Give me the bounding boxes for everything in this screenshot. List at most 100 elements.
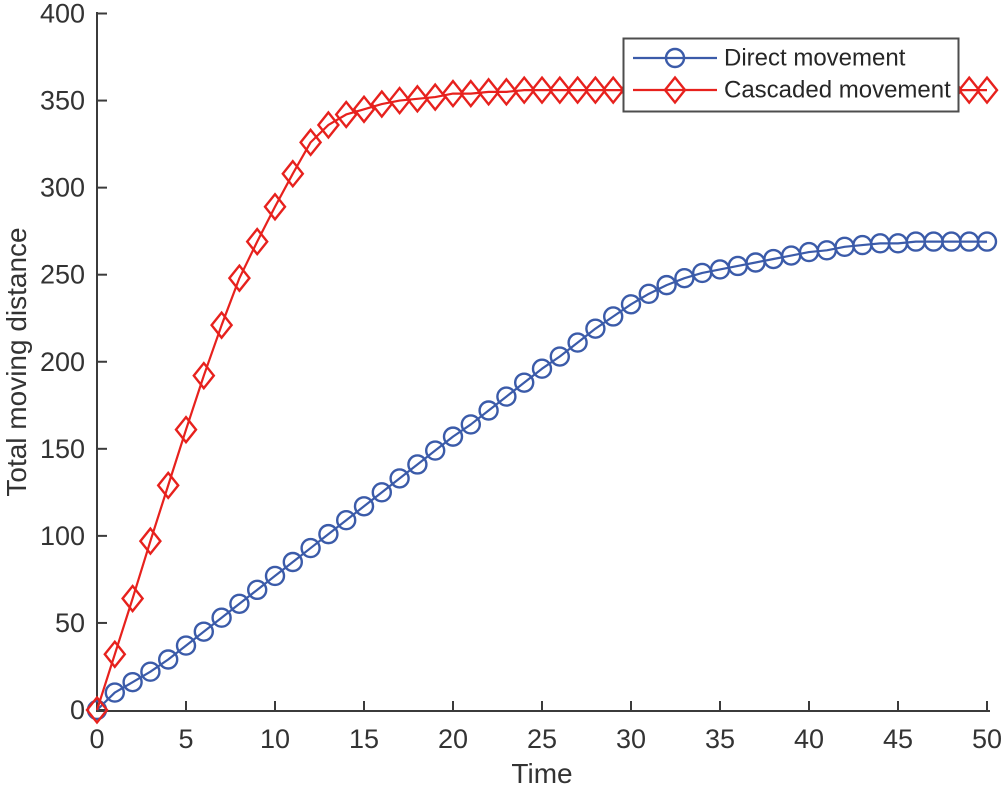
diamond-marker xyxy=(316,110,340,140)
x-tick-label: 35 xyxy=(705,724,735,754)
diamond-marker xyxy=(138,526,162,556)
diamond-marker xyxy=(583,75,607,105)
circle-marker xyxy=(514,372,535,393)
circle-marker xyxy=(620,294,642,315)
x-tick-label: 30 xyxy=(616,724,646,754)
diamond-marker xyxy=(263,192,287,222)
diamond-marker xyxy=(530,75,554,105)
circle-marker xyxy=(318,523,339,545)
circle-marker xyxy=(247,579,268,601)
circle-marker xyxy=(140,661,161,682)
x-tick-label: 50 xyxy=(972,724,1002,754)
circle-marker xyxy=(229,593,250,614)
circle-marker xyxy=(603,306,624,327)
x-tick-label: 10 xyxy=(260,724,290,754)
circle-marker xyxy=(353,496,375,517)
circle-marker xyxy=(193,621,215,642)
diamond-marker xyxy=(299,127,323,157)
diamond-marker xyxy=(156,470,180,500)
circle-marker xyxy=(585,318,606,339)
y-tick-label: 50 xyxy=(55,608,85,638)
diamond-marker xyxy=(352,94,376,124)
diamond-marker xyxy=(334,100,358,129)
diamond-marker xyxy=(957,75,981,105)
circle-marker xyxy=(656,274,677,296)
circle-marker xyxy=(425,440,446,461)
circle-marker xyxy=(157,649,179,670)
circle-marker xyxy=(638,283,659,305)
y-tick-label: 400 xyxy=(40,0,85,29)
diamond-marker xyxy=(459,79,483,109)
diamond-marker xyxy=(566,75,590,105)
axes: 0 5 10 15 20 25 30 35 40 45 50 0 50 100 150 200 250 300 35… xyxy=(40,0,1002,754)
circle-marker xyxy=(976,231,998,252)
y-tick-label: 150 xyxy=(40,434,85,464)
diamond-marker xyxy=(370,89,394,119)
circle-marker xyxy=(531,358,553,379)
diamond-marker xyxy=(975,75,999,105)
diamond-marker xyxy=(423,82,447,112)
circle-marker xyxy=(211,607,232,628)
circle-marker xyxy=(336,510,357,531)
x-tick-label: 25 xyxy=(527,724,557,754)
diamond-marker xyxy=(548,75,572,105)
legend-item-direct-movement: Direct movement xyxy=(633,45,906,72)
diamond-marker xyxy=(192,361,216,391)
legend-label-cascaded-movement: Cascaded movement xyxy=(724,77,951,104)
diamond-marker xyxy=(405,84,429,114)
y-tick-label: 250 xyxy=(40,260,85,290)
series-direct-movement xyxy=(86,231,998,721)
circle-marker xyxy=(104,682,126,703)
x-tick-label: 15 xyxy=(349,724,379,754)
series-direct-movement-markers xyxy=(86,231,998,721)
circle-marker xyxy=(407,454,428,475)
circle-marker xyxy=(442,426,464,447)
circle-marker xyxy=(460,414,481,435)
circle-marker xyxy=(122,671,143,693)
diamond-marker xyxy=(227,263,251,293)
diamond-marker xyxy=(494,77,518,107)
diamond-marker xyxy=(663,75,687,105)
circle-marker xyxy=(300,537,321,559)
diamond-marker xyxy=(210,310,234,340)
diamond-marker xyxy=(103,639,127,669)
y-tick-label: 200 xyxy=(40,347,85,377)
diamond-marker xyxy=(388,86,412,115)
circle-marker xyxy=(549,346,570,367)
circle-marker xyxy=(664,47,686,69)
y-tick-label: 100 xyxy=(40,521,85,551)
x-tick-label: 20 xyxy=(438,724,468,754)
diamond-marker xyxy=(85,695,109,725)
diamond-marker xyxy=(601,75,625,105)
x-tick-label: 5 xyxy=(178,724,193,754)
circle-marker xyxy=(478,400,499,421)
x-tick-label: 40 xyxy=(794,724,824,754)
y-tick-label: 300 xyxy=(40,173,85,203)
diamond-marker xyxy=(281,159,305,189)
diamond-marker xyxy=(174,415,198,445)
x-tick-label: 45 xyxy=(883,724,913,754)
y-tick-label: 0 xyxy=(70,695,85,725)
series-direct-movement-line xyxy=(96,240,987,711)
circle-marker xyxy=(496,386,517,407)
diamond-marker xyxy=(477,77,501,107)
circle-marker xyxy=(674,267,695,289)
circle-marker xyxy=(175,635,197,656)
legend-item-cascaded-movement: Cascaded movement xyxy=(633,75,951,105)
circle-marker xyxy=(282,551,303,573)
circle-marker xyxy=(567,332,588,353)
diamond-marker xyxy=(245,227,269,257)
circle-marker xyxy=(371,482,392,503)
series-group xyxy=(85,75,999,725)
diamond-marker xyxy=(512,75,536,105)
diamond-marker xyxy=(121,584,145,613)
legend: Direct movement Cascaded movement xyxy=(622,37,960,113)
x-tick-label: 0 xyxy=(89,724,104,754)
y-axis-label: Total moving distance xyxy=(1,227,32,496)
x-axis-label: Time xyxy=(511,758,572,789)
diamond-marker xyxy=(441,79,465,109)
circle-marker xyxy=(264,565,286,587)
y-tick-label: 350 xyxy=(40,86,85,116)
